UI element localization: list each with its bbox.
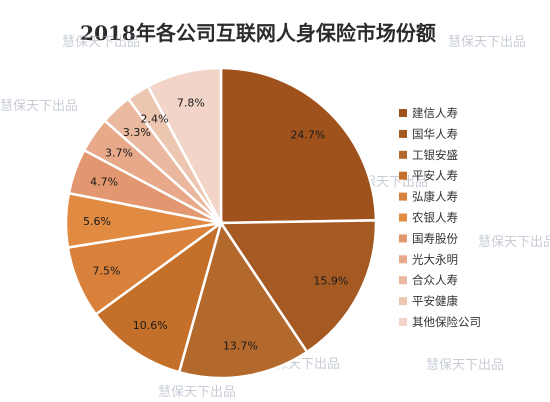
watermark-text: 慧保天下出品 [426, 357, 504, 373]
legend-label: 平安健康 [412, 294, 458, 308]
watermark-text: 慧保天下出品 [0, 98, 78, 114]
legend-label: 合众人寿 [412, 273, 458, 287]
legend-swatch [399, 192, 407, 201]
watermark-text: 慧保天下出品 [478, 234, 550, 250]
slice-value-label: 7.8% [177, 97, 205, 110]
legend-label: 建信人寿 [412, 106, 458, 120]
legend-swatch [399, 318, 407, 326]
slice-value-label: 3.3% [123, 126, 151, 139]
watermark-text: 慧保天下出品 [448, 34, 526, 50]
watermark-text: 慧保天下出品 [62, 34, 140, 50]
legend-label: 光大永明 [412, 252, 458, 266]
legend-label: 其他保险公司 [412, 315, 481, 329]
legend-label: 平安人寿 [412, 169, 458, 183]
legend-label: 农银人寿 [412, 211, 458, 225]
legend-swatch [399, 109, 407, 117]
slice-value-label: 4.7% [90, 176, 118, 189]
legend-swatch [399, 213, 407, 222]
legend-swatch [399, 171, 407, 180]
slice-value-label: 13.7% [223, 339, 258, 352]
slice-value-label: 15.9% [313, 275, 348, 288]
pie-slice [146, 66, 223, 224]
slice-value-label: 2.4% [141, 112, 169, 125]
legend-swatch [399, 150, 407, 159]
watermark-text: 慧保天下出品 [158, 384, 236, 400]
legend-swatch [399, 129, 407, 138]
legend: 建信人寿国华人寿工银安盛平安人寿弘康人寿农银人寿国寿股份光大永明合众人寿平安健康… [399, 106, 481, 329]
legend-label: 国寿股份 [412, 231, 458, 245]
slice-value-label: 10.6% [133, 319, 168, 332]
legend-label: 工银安盛 [412, 148, 458, 162]
slice-value-label: 5.6% [83, 215, 111, 228]
slice-value-label: 7.5% [93, 265, 121, 278]
slice-value-label: 24.7% [290, 129, 325, 142]
pie-slice [218, 219, 378, 354]
legend-swatch [399, 234, 407, 243]
pie-slice [219, 66, 378, 225]
legend-label: 弘康人寿 [412, 190, 458, 204]
slice-value-label: 3.7% [105, 146, 133, 159]
legend-swatch [399, 297, 407, 306]
pie-slices [64, 66, 378, 380]
slice-labels: 24.7% 15.9% 13.7% 10.6% 7.5% 5.6% 4.7% 3.7% 3.3%… [83, 97, 348, 353]
legend-swatch [399, 255, 407, 264]
pie-slice [94, 219, 224, 374]
chart-title: 2018年各公司互联网人身保险市场份额 [80, 21, 436, 45]
legend-swatch [399, 276, 407, 285]
legend-label: 国华人寿 [412, 127, 458, 141]
